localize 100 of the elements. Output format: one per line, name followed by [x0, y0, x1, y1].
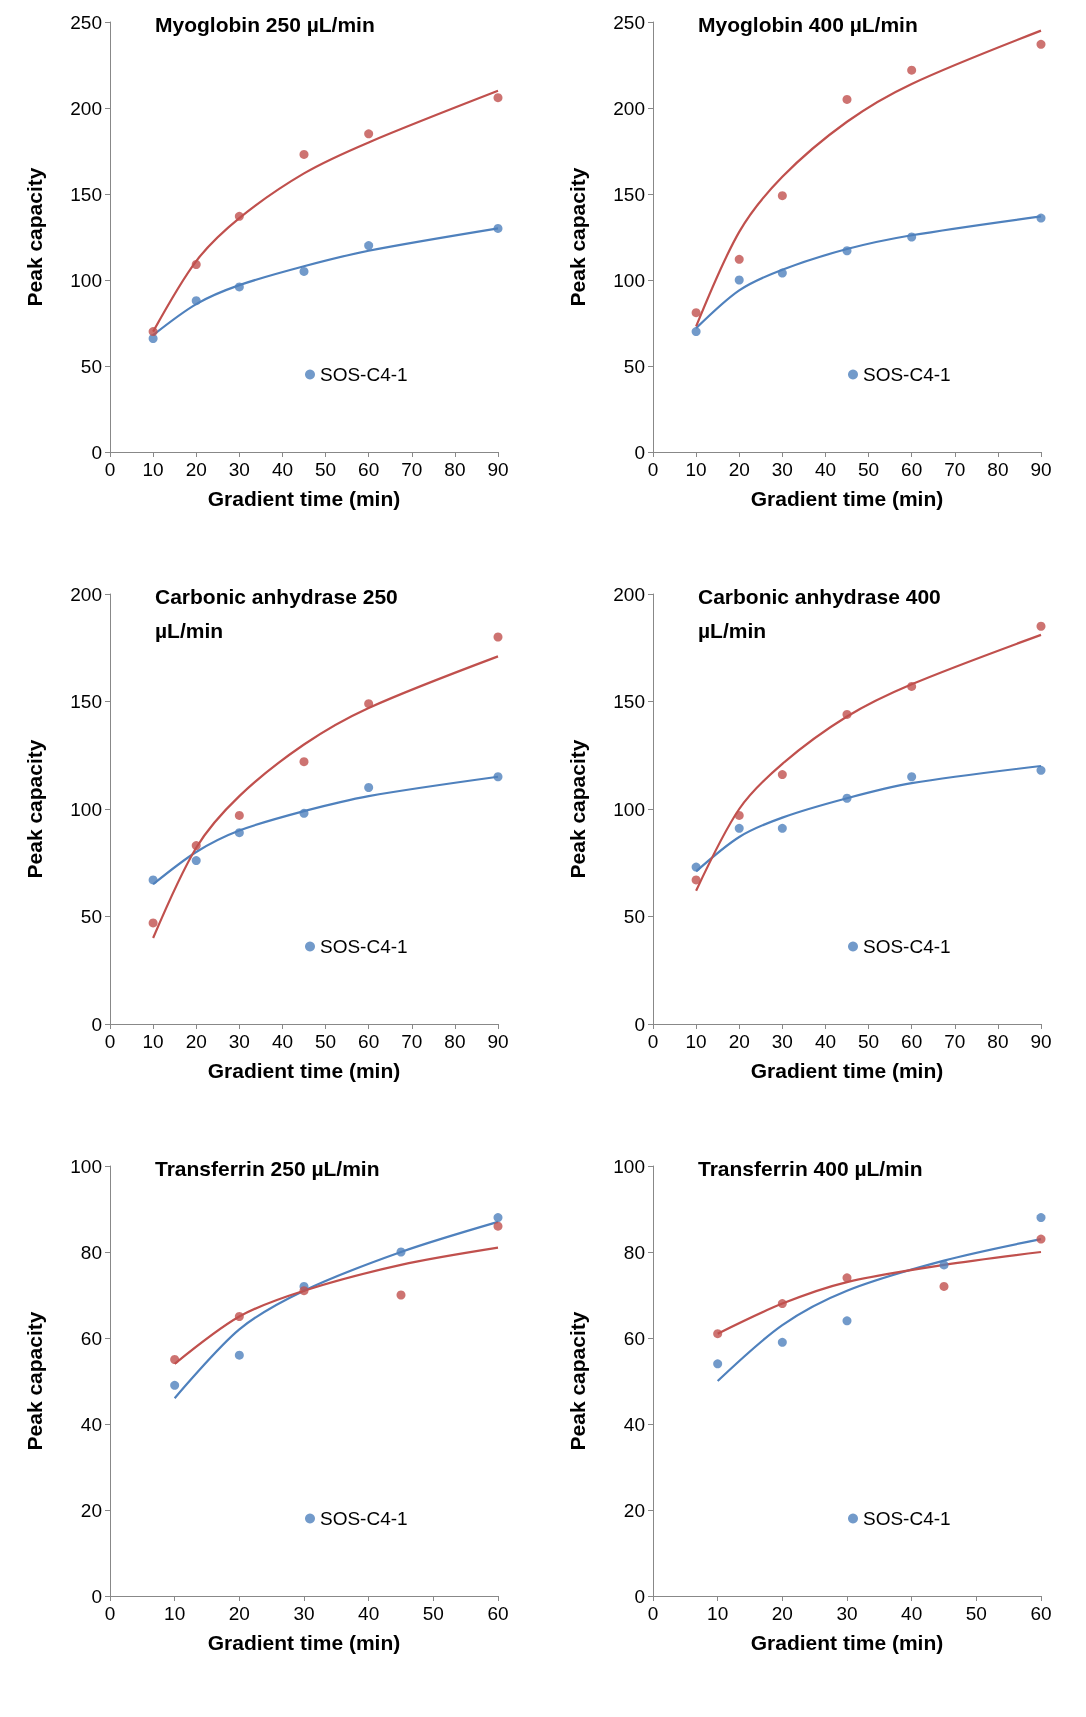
- x-tick-label: 60: [487, 1603, 509, 1624]
- y-tick-label: 0: [634, 441, 645, 463]
- point: [842, 793, 852, 803]
- y-tick-label: 0: [91, 441, 102, 463]
- x-tick-label: 70: [401, 459, 423, 480]
- y-tick-label: 250: [70, 11, 102, 33]
- y-tick-label: 40: [623, 1413, 645, 1435]
- point: [493, 1221, 503, 1231]
- y-tick-label: 250: [613, 11, 645, 33]
- point: [148, 918, 158, 928]
- chart-title: Carbonic anhydrase 250 µL/min: [155, 584, 404, 642]
- x-tick-label: 10: [685, 459, 707, 480]
- x-tick-label: 60: [358, 1031, 380, 1052]
- y-tick-label: 100: [70, 269, 102, 291]
- point: [777, 770, 787, 780]
- chart-title: Transferrin 400 µL/min: [698, 1156, 923, 1180]
- y-tick-label: 100: [613, 269, 645, 291]
- x-axis-title: Gradient time (min): [750, 487, 944, 510]
- y-tick-label: 0: [91, 1585, 102, 1607]
- x-tick-label: 60: [358, 459, 380, 480]
- point: [299, 757, 309, 767]
- x-tick-label: 90: [487, 1031, 509, 1052]
- x-tick-label: 80: [987, 459, 1009, 480]
- point: [691, 327, 701, 337]
- x-tick-label: 30: [771, 1031, 793, 1052]
- y-tick-label: 50: [80, 355, 102, 377]
- y-tick-label: 200: [613, 97, 645, 119]
- x-tick-label: 10: [685, 1031, 707, 1052]
- line-series: [152, 655, 500, 940]
- chart-title: Carbonic anhydrase 400 µL/min: [698, 584, 947, 642]
- point: [734, 823, 744, 833]
- x-tick-label: 20: [771, 1603, 793, 1624]
- x-tick-label: 80: [444, 1031, 466, 1052]
- x-tick-label: 30: [836, 1603, 858, 1624]
- x-tick-label: 20: [728, 459, 750, 480]
- point: [493, 1213, 503, 1223]
- x-axis-title: Gradient time (min): [750, 1059, 944, 1082]
- point: [493, 223, 503, 233]
- point: [907, 232, 917, 242]
- x-tick-label: 30: [228, 1031, 250, 1052]
- y-tick-label: 20: [80, 1499, 102, 1521]
- y-tick-label: 150: [70, 691, 102, 712]
- point: [191, 856, 201, 866]
- x-tick-label: 30: [293, 1603, 315, 1624]
- x-tick-label: 50: [857, 1031, 880, 1052]
- x-tick-label: 10: [707, 1603, 729, 1624]
- point: [1036, 1213, 1046, 1223]
- legend-label: SOS-C4-1: [320, 936, 408, 957]
- x-tick-label: 90: [1030, 1031, 1052, 1052]
- point: [396, 1247, 406, 1257]
- x-axis-title: Gradient time (min): [750, 1631, 944, 1654]
- point: [777, 823, 787, 833]
- x-tick-label: 90: [1030, 459, 1052, 480]
- x-tick-label: 70: [944, 1031, 966, 1052]
- point: [713, 1329, 723, 1339]
- point: [842, 94, 852, 104]
- x-tick-label: 30: [228, 459, 250, 480]
- x-tick-label: 10: [142, 459, 164, 480]
- point: [734, 810, 744, 820]
- y-tick-label: 0: [91, 1013, 102, 1035]
- y-axis-title: Peak capacity: [23, 167, 46, 307]
- point: [1036, 621, 1046, 631]
- x-tick-label: 0: [647, 1031, 659, 1052]
- chart-title: Transferrin 250 µL/min: [155, 1156, 380, 1180]
- x-tick-label: 20: [185, 459, 207, 480]
- chart-title: Myoglobin 400 µL/min: [698, 12, 918, 36]
- x-axis-title: Gradient time (min): [207, 1631, 401, 1654]
- point: [234, 810, 244, 820]
- point: [777, 268, 787, 278]
- point: [842, 1273, 852, 1283]
- y-axis-title: Peak capacity: [566, 739, 589, 879]
- x-tick-label: 40: [271, 1031, 294, 1052]
- y-axis-title: Peak capacity: [23, 1311, 46, 1451]
- point: [493, 93, 503, 103]
- y-tick-label: 40: [80, 1413, 102, 1435]
- x-tick-label: 70: [944, 459, 966, 480]
- point: [939, 1260, 949, 1270]
- point: [691, 875, 701, 885]
- point: [691, 862, 701, 872]
- x-tick-label: 40: [814, 1031, 837, 1052]
- y-tick-label: 150: [70, 183, 102, 205]
- y-tick-label: 60: [80, 1327, 102, 1349]
- x-tick-label: 50: [314, 1031, 337, 1052]
- point: [234, 828, 244, 838]
- y-axis-title: Peak capacity: [23, 739, 46, 879]
- legend-label: SOS-C4-1: [863, 364, 951, 385]
- x-tick-label: 20: [185, 1031, 207, 1052]
- point: [691, 308, 701, 318]
- point: [907, 65, 917, 75]
- y-tick-label: 150: [613, 183, 645, 205]
- y-tick-label: 50: [80, 906, 102, 927]
- x-tick-label: 10: [142, 1031, 164, 1052]
- y-tick-label: 150: [613, 691, 645, 712]
- legend-label: SOS-C4-1: [320, 1508, 408, 1529]
- y-tick-label: 200: [70, 583, 102, 605]
- point: [148, 875, 158, 885]
- x-tick-label: 50: [857, 459, 880, 480]
- x-tick-label: 0: [104, 1031, 116, 1052]
- x-tick-label: 0: [104, 459, 116, 480]
- point: [713, 1359, 723, 1369]
